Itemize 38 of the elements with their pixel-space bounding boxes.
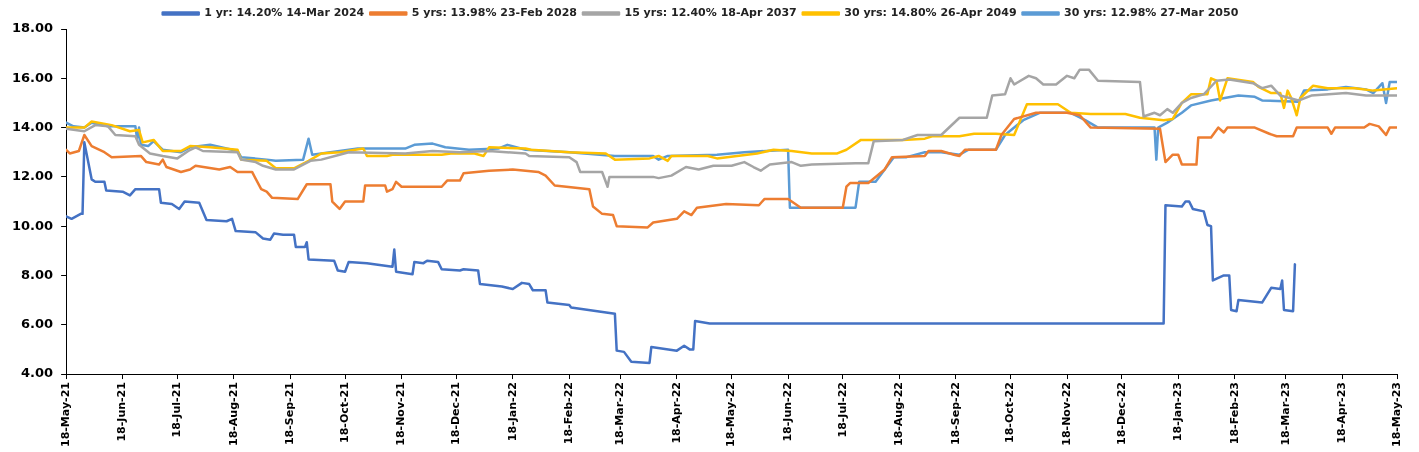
x-tick-label: 18-Jul-21 — [170, 382, 184, 438]
x-tick-label: 18-Jan-22 — [505, 382, 519, 442]
x-tick-label: 18-Aug-22 — [892, 382, 906, 447]
x-tick-label: 18-Oct-21 — [337, 382, 351, 443]
x-tick-label: 18-Aug-21 — [226, 382, 240, 447]
y-tick-label: 12.00 — [12, 168, 54, 184]
x-tick-label: 18-Nov-21 — [394, 382, 408, 446]
x-tick-label: 18-Nov-22 — [1059, 382, 1073, 446]
x-tick-label: 18-Apr-22 — [669, 382, 683, 444]
x-tick-label: 18-Feb-22 — [562, 382, 576, 445]
x-tick-label: 18-Sep-21 — [283, 382, 297, 446]
legend-label: 30 yrs: 14.80% 26-Apr 2049 — [844, 6, 1017, 20]
legend-label: 5 yrs: 13.98% 23-Feb 2028 — [411, 6, 577, 20]
y-tick-label: 14.00 — [12, 118, 54, 134]
legend-label: 30 yrs: 12.98% 27-Mar 2050 — [1064, 6, 1239, 20]
x-tick-label: 18-May-23 — [1389, 382, 1403, 448]
x-tick-label: 18-Mar-23 — [1278, 382, 1292, 446]
x-tick-label: 18-Jul-22 — [835, 382, 849, 438]
x-tick-label: 18-Jan-23 — [1171, 382, 1185, 442]
x-tick-label: 18-Oct-22 — [1003, 382, 1017, 443]
x-tick-label: 18-Dec-22 — [1114, 382, 1128, 445]
y-tick-label: 16.00 — [12, 69, 54, 85]
x-tick-label: 18-Jun-22 — [780, 382, 794, 442]
legend-label: 15 yrs: 12.40% 18-Apr 2037 — [624, 6, 797, 20]
x-tick-label: 18-May-21 — [58, 382, 72, 448]
y-tick-label: 6.00 — [21, 316, 54, 332]
y-tick-label: 4.00 — [21, 365, 54, 381]
x-tick-label: 18-Apr-23 — [1335, 382, 1349, 444]
x-tick-label: 18-Dec-21 — [449, 382, 463, 445]
y-tick-label: 10.00 — [12, 217, 54, 233]
x-tick-label: 18-Jun-21 — [115, 382, 129, 442]
y-tick-label: 18.00 — [12, 20, 54, 36]
y-tick-label: 8.00 — [21, 266, 54, 282]
legend-label: 1 yr: 14.20% 14-Mar 2024 — [204, 6, 365, 20]
x-tick-label: 18-May-22 — [724, 382, 738, 448]
x-tick-label: 18-Mar-22 — [613, 382, 627, 446]
x-tick-label: 18-Sep-22 — [948, 382, 962, 446]
x-tick-label: 18-Feb-23 — [1227, 382, 1241, 445]
